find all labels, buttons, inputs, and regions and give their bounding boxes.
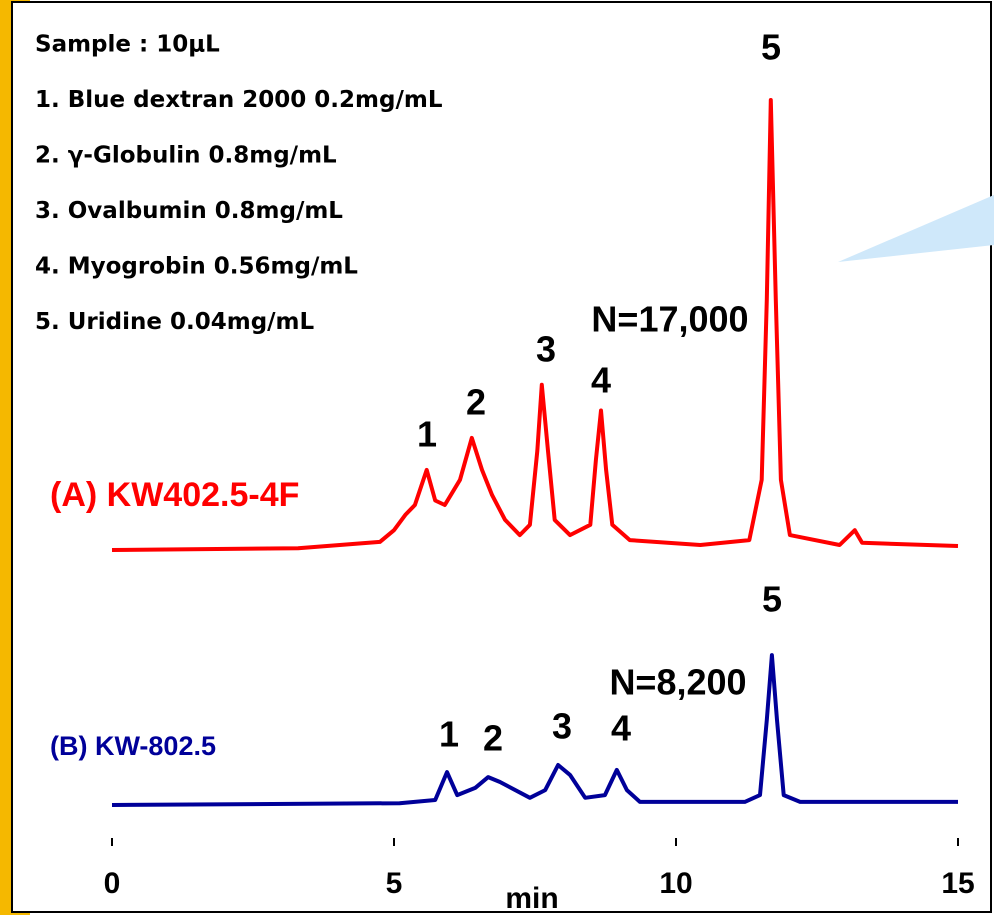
legend-label: (B) KW-802.5 xyxy=(50,731,216,761)
frame xyxy=(11,1,992,913)
sample-line: 1. Blue dextran 2000 0.2mg/mL xyxy=(35,87,443,113)
peak-label: 5 xyxy=(761,27,781,68)
peak-label: 3 xyxy=(536,329,556,370)
x-tick-label: 15 xyxy=(941,867,974,900)
x-tick-label: 5 xyxy=(386,867,403,900)
x-axis-label: min xyxy=(505,882,558,915)
sample-line: 3. Ovalbumin 0.8mg/mL xyxy=(35,198,343,224)
peak-label: 1 xyxy=(439,714,459,755)
sample-line: 5. Uridine 0.04mg/mL xyxy=(35,309,315,335)
legend-label: (A) KW402.5-4F xyxy=(50,476,299,514)
trace xyxy=(111,653,958,807)
peak-label: 4 xyxy=(611,708,631,749)
peak-label: N=8,200 xyxy=(609,662,746,703)
trace xyxy=(111,98,959,552)
peak-label: 2 xyxy=(483,718,503,759)
peak-label: 4 xyxy=(591,360,611,401)
peak-label: 5 xyxy=(762,579,782,620)
peak-label: N=17,000 xyxy=(591,299,748,340)
sample-line: 2. γ-Globulin 0.8mg/mL xyxy=(35,143,337,169)
decor-shape xyxy=(838,195,994,262)
peak-label: 2 xyxy=(466,382,486,423)
x-tick-label: 10 xyxy=(659,867,692,900)
sample-line: 4. Myogrobin 0.56mg/mL xyxy=(35,254,358,280)
peak-label: 3 xyxy=(552,706,572,747)
peak-label: 1 xyxy=(417,414,437,455)
x-tick-label: 0 xyxy=(104,867,121,900)
sample-line: Sample : 10μL xyxy=(35,32,220,58)
